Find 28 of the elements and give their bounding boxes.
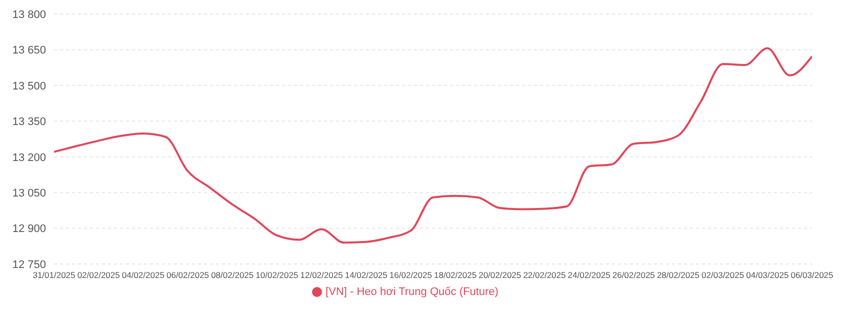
- x-tick-label: 18/02/2025: [434, 270, 477, 280]
- x-tick-label: 04/03/2025: [746, 270, 789, 280]
- x-tick-label: 16/02/2025: [389, 270, 432, 280]
- x-tick-label: 12/02/2025: [300, 270, 344, 280]
- x-tick-label: 10/02/2025: [256, 270, 298, 280]
- x-tick-label: 02/02/2025: [77, 270, 120, 280]
- legend-label: [VN] - Heo hơi Trung Quốc (Future): [326, 286, 498, 298]
- x-tick-label: 24/02/2025: [568, 270, 611, 280]
- x-tick-label: 02/03/2025: [702, 270, 744, 280]
- y-tick-label: 13 200: [12, 152, 46, 164]
- x-tick-label: 14/02/2025: [344, 270, 388, 280]
- y-tick-label: 13 650: [12, 44, 46, 57]
- y-tick-label: 12 750: [12, 258, 46, 271]
- y-tick-label: 13 350: [12, 116, 46, 128]
- x-tick-label: 06/02/2025: [166, 270, 210, 280]
- x-tick-label: 28/02/2025: [656, 270, 700, 280]
- y-tick-label: 12 900: [12, 223, 46, 236]
- x-tick-label: 22/02/2025: [523, 270, 566, 280]
- x-tick-label: 26/02/2025: [612, 270, 656, 280]
- y-tick-label: 13 500: [12, 80, 46, 92]
- x-tick-label: 06/03/2025: [790, 270, 834, 280]
- x-tick-label: 08/02/2025: [211, 270, 254, 280]
- y-tick-label: 13 800: [12, 8, 46, 21]
- line-series: [54, 47, 812, 244]
- x-tick-label: 04/02/2025: [122, 270, 165, 280]
- x-tick-label: 20/02/2025: [478, 270, 522, 280]
- x-tick-label: 31/01/2025: [32, 270, 76, 280]
- y-tick-label: 13 050: [12, 187, 46, 200]
